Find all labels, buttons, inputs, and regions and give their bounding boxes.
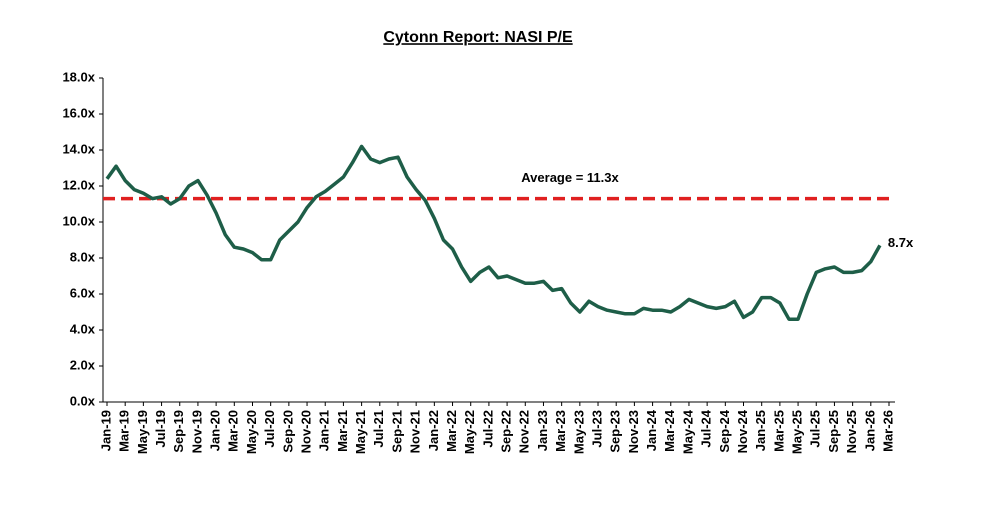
x-tick-label: Jan-25 (753, 410, 768, 451)
x-tick-label: Nov-23 (626, 410, 641, 453)
x-tick-label: May-25 (790, 410, 805, 454)
x-tick-label: May-24 (680, 409, 695, 454)
x-tick-label: Nov-24 (735, 409, 750, 453)
x-tick-label: Jan-23 (535, 410, 550, 451)
y-tick-label: 10.0x (62, 213, 95, 228)
x-tick-label: Sep-22 (499, 410, 514, 453)
data-line (105, 144, 882, 321)
x-tick-label: May-21 (353, 410, 368, 454)
x-tick-label: Jan-19 (98, 410, 113, 451)
x-tick-label: Jan-24 (644, 409, 659, 451)
y-tick-label: 18.0x (62, 69, 95, 84)
x-tick-label: Jan-26 (862, 410, 877, 451)
x-tick-label: Nov-25 (844, 410, 859, 453)
x-tick-label: May-19 (135, 410, 150, 454)
value-label: 8.7x (888, 235, 914, 250)
x-tick-label: Mar-19 (117, 410, 132, 452)
x-tick-label: Jan-22 (426, 410, 441, 451)
x-tick-label: Mar-24 (662, 409, 677, 452)
x-tick-label: Mar-25 (771, 410, 786, 452)
y-tick-label: 14.0x (62, 141, 95, 156)
y-tick-label: 6.0x (70, 285, 96, 300)
x-tick-label: May-22 (462, 410, 477, 454)
x-tick-label: Mar-20 (226, 410, 241, 452)
x-tick-label: May-20 (244, 410, 259, 454)
y-tick-label: 12.0x (62, 177, 95, 192)
x-tick-label: Sep-23 (608, 410, 623, 453)
average-label: Average = 11.3x (521, 170, 619, 185)
y-tick-label: 2.0x (70, 357, 96, 372)
x-tick-label: Jul-20 (262, 410, 277, 448)
y-tick-label: 0.0x (70, 393, 96, 408)
y-tick-label: 8.0x (70, 249, 96, 264)
x-tick-label: Mar-21 (335, 410, 350, 452)
x-tick-label: Jan-20 (208, 410, 223, 451)
x-tick-label: Nov-19 (189, 410, 204, 453)
x-tick-label: Jul-19 (153, 410, 168, 448)
x-tick-label: Sep-21 (389, 410, 404, 453)
x-tick-label: Jul-21 (371, 410, 386, 448)
x-tick-label: Jul-25 (808, 410, 823, 448)
x-tick-label: Sep-19 (171, 410, 186, 453)
x-tick-label: Jul-22 (480, 410, 495, 448)
x-tick-label: Mar-23 (553, 410, 568, 452)
x-tick-label: Nov-22 (517, 410, 532, 453)
x-tick-label: Jul-24 (699, 409, 714, 447)
x-tick-label: Mar-26 (880, 410, 895, 452)
x-tick-label: Sep-20 (280, 410, 295, 453)
y-tick-label: 16.0x (62, 105, 95, 120)
x-tick-label: Nov-21 (408, 410, 423, 453)
y-tick-label: 4.0x (70, 321, 96, 336)
x-tick-label: Nov-20 (298, 410, 313, 453)
x-tick-label: May-23 (571, 410, 586, 454)
x-tick-label: Mar-22 (444, 410, 459, 452)
x-tick-label: Sep-24 (717, 409, 732, 452)
chart-title: Cytonn Report: NASI P/E (383, 29, 573, 46)
x-tick-label: Jul-23 (589, 410, 604, 448)
x-tick-label: Sep-25 (826, 410, 841, 453)
x-tick-label: Jan-21 (317, 410, 332, 451)
